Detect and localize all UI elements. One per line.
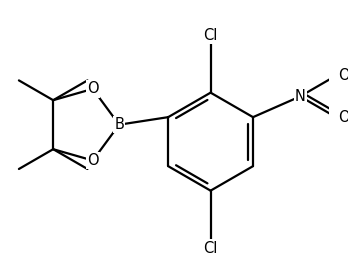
Text: O: O: [87, 153, 98, 168]
Text: O: O: [339, 68, 348, 83]
Text: Cl: Cl: [203, 241, 218, 256]
Text: B: B: [114, 117, 124, 132]
Text: N: N: [295, 89, 306, 104]
Text: O: O: [87, 81, 98, 96]
Text: Cl: Cl: [203, 28, 218, 43]
Text: O: O: [339, 110, 348, 125]
